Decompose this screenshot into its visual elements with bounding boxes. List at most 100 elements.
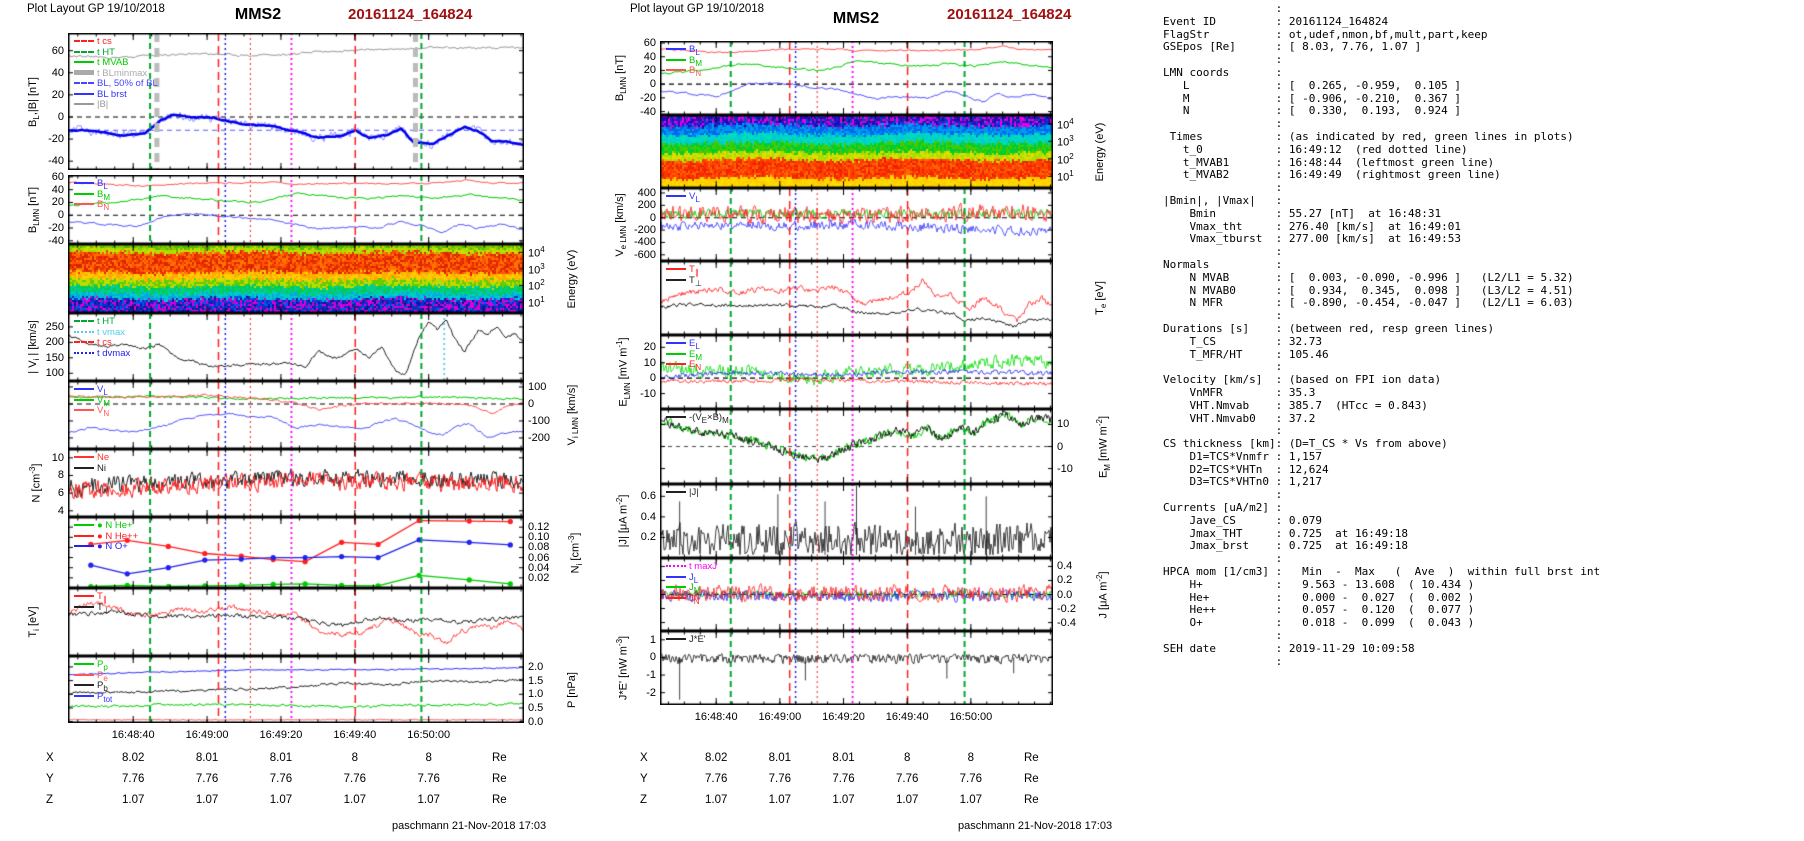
event-id-middle: 20161124_164824 <box>947 6 1072 23</box>
y-tick-label: -20 <box>640 91 656 104</box>
legend-line-sample <box>666 596 686 599</box>
legend-line-sample <box>74 92 94 95</box>
legend-line-sample <box>666 416 686 419</box>
legend-label: t dvmax <box>97 347 131 359</box>
legend-entry: -(VE×B)M <box>666 413 729 426</box>
y-tick-label: 20 <box>51 88 64 101</box>
ephemeris-unit: Re <box>1024 752 1039 764</box>
y-tick-label: 0.04 <box>528 561 550 574</box>
y-tick-label: 20 <box>51 196 64 209</box>
y-tick-label: 104 <box>528 245 545 260</box>
legend-entry: ● N O+ <box>74 542 128 552</box>
legend-entry: Pe <box>74 669 108 684</box>
legend-line-sample <box>666 565 686 568</box>
ephemeris-value: 1.07 <box>959 794 983 806</box>
y-tick-label: 0.0 <box>528 715 544 728</box>
y-tick-label: -10 <box>640 387 656 400</box>
legend-label: Pb <box>97 680 108 693</box>
y-tick-label: 0 <box>57 110 64 123</box>
y-tick-label: 200 <box>637 199 656 212</box>
y-tick-label: -600 <box>633 248 656 261</box>
legend-line-sample <box>74 456 94 459</box>
legend-line-sample <box>74 203 94 206</box>
y-tick-label: 0.2 <box>640 531 656 544</box>
legend-entry: BM <box>666 55 702 69</box>
legend-label: JM <box>689 582 701 595</box>
legend-label: T∥ <box>97 591 107 604</box>
ephemeris-value: 1.07 <box>768 794 792 806</box>
y-tick-label: -100 <box>528 414 551 427</box>
ephemeris-value: 1.07 <box>122 794 145 806</box>
legend-label: ● N He++ <box>97 530 139 542</box>
ephemeris-value: 7.76 <box>269 773 293 785</box>
panel-canvas-left-pressure <box>68 656 524 723</box>
y-tick-label: 250 <box>45 320 64 333</box>
y-tick-label: -2 <box>646 686 656 699</box>
legend-line-sample <box>74 663 94 666</box>
legend-entry: VM <box>74 394 111 409</box>
legend-entry: BL brst <box>74 89 127 100</box>
legend-line-sample <box>74 524 94 527</box>
legend-entry: BL <box>666 45 700 58</box>
y-tick-label: -400 <box>633 236 656 249</box>
y-tick-label: 0 <box>649 651 656 664</box>
panel-y-axis-label: BL,|B| [nT] <box>27 76 42 127</box>
ephemeris-value: 7.76 <box>417 773 440 785</box>
legend-line-sample <box>666 58 686 61</box>
legend-line-sample <box>74 684 94 687</box>
time-tick-label: 16:49:20 <box>822 711 865 723</box>
legend-entry: ● N He++ <box>74 530 139 542</box>
y-tick-label: 20 <box>643 341 656 354</box>
y-tick-label: 0.10 <box>528 531 550 544</box>
legend-entry: VL <box>666 192 700 205</box>
y-tick-label: 8 <box>57 469 64 482</box>
legend-label: T∥ <box>689 264 699 277</box>
y-tick-label: 0.6 <box>640 490 656 503</box>
ephemeris-value: 7.76 <box>832 773 855 785</box>
legend-line-sample <box>74 70 94 76</box>
panel-canvas-middle-j-lmn <box>660 558 1053 631</box>
ephemeris-value: 8.01 <box>768 752 792 764</box>
legend-entry: BL, 50% of BL <box>74 79 158 89</box>
time-tick-label: 16:50:00 <box>407 729 451 741</box>
panel-y-axis-label: Ve LMN [km/s] <box>614 192 629 257</box>
y-tick-label: -10 <box>1057 462 1073 475</box>
panel-canvas-middle-em-poynting <box>660 409 1053 484</box>
y-tick-label: -200 <box>633 224 656 237</box>
y-tick-label: 0.02 <box>528 571 550 584</box>
legend-entry: t dvmax <box>74 347 131 359</box>
legend-line-sample <box>74 694 94 697</box>
y-tick-label: 101 <box>528 294 545 310</box>
y-tick-label: 100 <box>528 380 547 393</box>
legend-label: BL <box>689 44 700 57</box>
legend-label: T⊥ <box>689 274 702 288</box>
legend-label: Ne <box>97 452 110 463</box>
ephemeris-row-label: Z <box>640 794 648 806</box>
legend-label: BN <box>689 65 702 78</box>
legend-entry: BM <box>74 189 110 203</box>
y-tick-label: 101 <box>1057 169 1074 184</box>
legend-entry: T∥ <box>666 265 699 278</box>
legend-label: VM <box>97 394 111 408</box>
time-tick-label: 16:49:20 <box>259 729 303 741</box>
y-tick-label: 60 <box>51 170 64 183</box>
legend-entry: t maxJ <box>666 562 717 572</box>
y-tick-label: -0.2 <box>1057 602 1076 615</box>
ephemeris-unit: Re <box>492 794 507 806</box>
legend-line-sample <box>74 61 94 64</box>
legend-entry: t MVAB <box>74 58 129 68</box>
ephemeris-row-label: Z <box>46 794 54 806</box>
legend-label: ● N O+ <box>97 541 128 552</box>
event-id-left: 20161124_164824 <box>348 6 473 23</box>
time-tick-label: 16:49:40 <box>333 729 377 741</box>
legend-entry: JN <box>666 593 700 607</box>
legend-entry: Ptot <box>74 691 112 705</box>
y-tick-label: 10 <box>51 451 64 464</box>
y-tick-label: 1 <box>649 633 656 646</box>
legend-entry: BL <box>74 179 108 192</box>
legend-label: t cs <box>97 337 112 348</box>
legend-label: Pe <box>97 669 108 683</box>
ephemeris-value: 1.07 <box>704 794 728 806</box>
legend-line-sample <box>74 330 94 333</box>
